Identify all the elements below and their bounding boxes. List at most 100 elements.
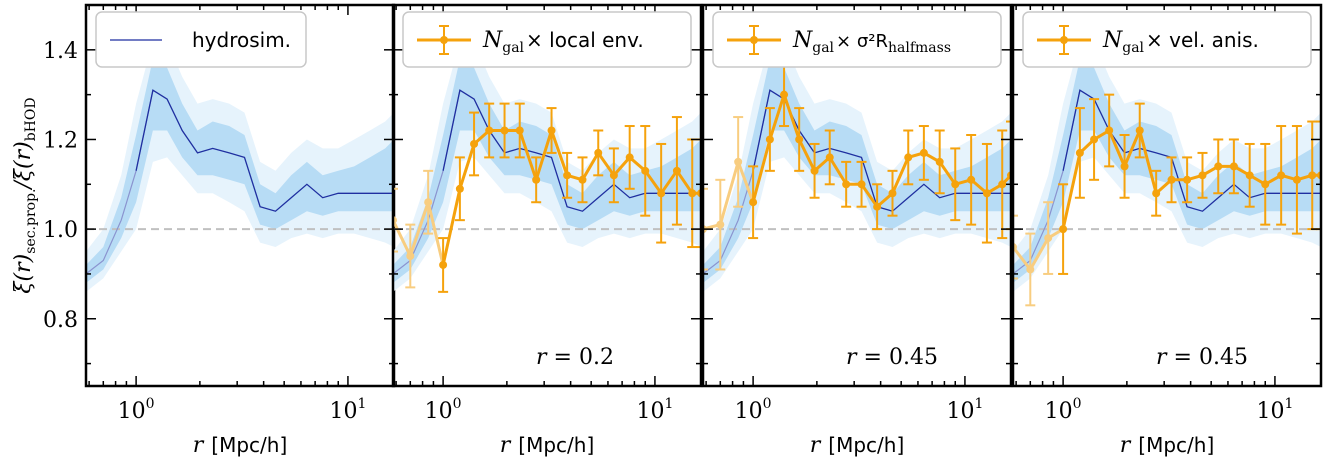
hydro-band-inner [86,58,394,283]
data-point [765,135,774,144]
data-point [563,171,572,180]
x-tick-label: 101 [1256,396,1293,424]
data-point [1090,135,1099,144]
data-point [1292,175,1301,184]
data-point [749,198,758,207]
data-point [780,90,789,99]
legend-swatch-dot [1060,36,1068,44]
panel-frame [1011,3,1323,388]
plot-area [703,40,1011,292]
y-tick-label: 1.4 [43,39,78,64]
y-tick-label: 1.2 [43,128,78,153]
x-axis-label: r [Mpc/h] [810,433,905,458]
data-point [1198,171,1207,180]
legend: hydrosim. [95,11,307,68]
data-point [967,175,976,184]
data-point [1044,234,1053,243]
data-point [1026,265,1035,274]
data-point [716,220,725,229]
data-point [1277,171,1286,180]
data-point [1105,126,1114,135]
data-point [998,180,1007,189]
panel-1: 100 101 r [Mpc/h] hydrosim. [84,3,396,458]
data-point [857,180,866,189]
hydro-line [135,89,394,212]
series-line-faint [1013,227,1064,273]
x-tick-label: 100 [735,396,772,424]
data-point [439,260,448,269]
y-tick-labels: 0.8 1.0 1.2 1.4 [43,39,78,333]
x-tick-label: 101 [329,396,366,424]
data-point [935,157,944,166]
annotation: r = 0.45 [1156,345,1248,370]
data-point [1214,162,1223,171]
hydro-line [1062,89,1321,212]
data-point [424,198,433,207]
data-point [1308,171,1317,180]
hydro-band-inner [703,58,1011,283]
data-point [1261,180,1270,189]
data-point [455,184,464,193]
annotation: r = 0.45 [846,345,938,370]
data-point [515,126,524,135]
data-point [810,166,819,175]
data-point [1229,162,1238,171]
panel-frame [701,3,1013,388]
data-point [672,166,681,175]
data-point [641,166,650,175]
plot-area [1013,40,1321,307]
data-point [1135,126,1144,135]
data-point [734,157,743,166]
data-point [795,135,804,144]
data-point [688,189,697,198]
data-point [485,126,494,135]
plot-area [393,40,701,293]
legend-label: Ngal × local env. [482,28,644,56]
panel-frame [391,3,703,388]
hydro-band-inner [393,58,701,283]
x-tick-label: 100 [1045,396,1082,424]
data-point [1245,171,1254,180]
data-point [1183,175,1192,184]
legend-swatch-dot [750,36,758,44]
data-point [500,126,509,135]
series-line-faint [393,196,445,266]
legend-label: Ngal × vel. anis. [1102,28,1259,56]
x-tick-label: 100 [118,396,155,424]
data-point [904,153,913,162]
panel-3: 100 101 r [Mpc/h] r = 0.45 Ngal × σ²Rhalfmass [701,3,1013,458]
data-point [888,189,897,198]
hydro-band-inner [1013,58,1321,283]
data-point [657,189,666,198]
legend-box [1022,11,1312,68]
data-point [825,153,834,162]
y-tick-label: 0.8 [43,308,78,333]
data-point [578,175,587,184]
y-tick-label: 1.0 [43,218,78,243]
data-point [1120,162,1129,171]
data-point [406,252,415,261]
data-point [951,180,960,189]
data-point [982,189,991,198]
legend-box [402,11,692,68]
y-axis-title-text: ξ(r)sec.prop./ξ(r)bHOD [11,97,39,293]
panel-4: 100 101 r [Mpc/h] r = 0.45 Ngal × vel. anis. [1011,3,1323,458]
data-point [1075,148,1084,157]
legend-box [712,11,1002,68]
legend-label: Ngal × σ²Rhalfmass [792,28,951,56]
x-axis-label: r [Mpc/h] [500,433,595,458]
data-point [1167,175,1176,184]
panel-2: 100 101 r [Mpc/h] r = 0.2 Ngal × local env. [391,3,703,458]
data-point [594,148,603,157]
legend-label: hydrosim. [192,28,291,52]
legend: Ngal × vel. anis. [1022,11,1312,68]
data-point [470,139,479,148]
annotation: r = 0.2 [536,345,614,370]
legend: Ngal × local env. [402,11,692,68]
hydro-line [752,89,1011,212]
y-axis-title: ξ(r)sec.prop./ξ(r)bHOD [11,97,39,293]
data-point [873,202,882,211]
data-point [625,153,634,162]
x-tick-label: 100 [425,396,462,424]
